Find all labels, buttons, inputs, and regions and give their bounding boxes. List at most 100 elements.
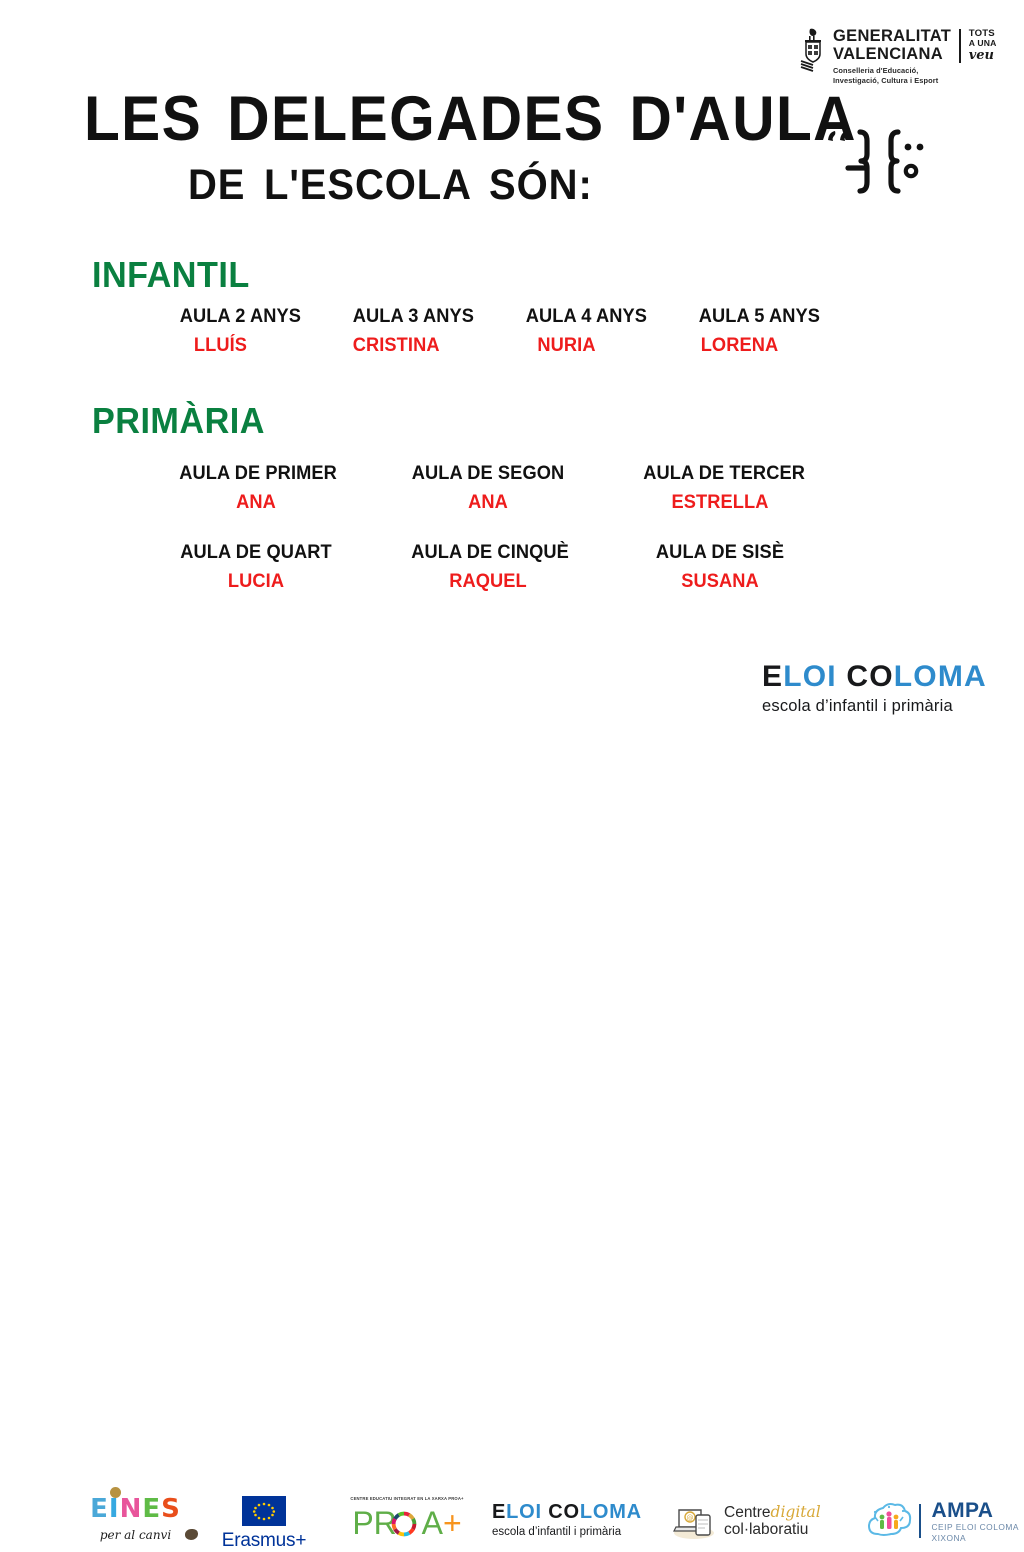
decorative-quote-brackets-icon	[828, 129, 924, 194]
eines-dot-icon	[110, 1487, 121, 1498]
delegate-name: NURIA	[537, 335, 596, 356]
eines-tagline-text: per al canvi	[99, 1528, 172, 1542]
generalitat-valenciana-logo: GENERALITAT VALENCIANA Conselleria d'Edu…	[800, 28, 997, 86]
eloi-footer-part3: CO	[541, 1501, 580, 1523]
centre-digital-line1: Centredigital	[724, 1504, 821, 1521]
gva-name-line1: GENERALITAT	[833, 27, 952, 45]
gva-divider	[959, 29, 961, 63]
gva-subtitle: Conselleria d'Educació, Investigació, Cu…	[833, 66, 951, 86]
class-label: AULA DE CINQUÈ	[411, 542, 569, 563]
delegate-name: CRISTINA	[352, 335, 440, 356]
school-logo-part4: LOMA	[893, 660, 987, 693]
class-cell: AULA DE SEGON ANA	[408, 463, 568, 514]
class-row-infantil: AULA 2 ANYS LLUÍS AULA 3 ANYS CRISTINA A…	[0, 306, 1024, 357]
eloi-footer-part4: LOMA	[579, 1501, 642, 1523]
eines-tagline: per al canvi	[78, 1528, 198, 1542]
sdg-wheel-icon	[391, 1511, 417, 1537]
eines-wordmark: EINES	[78, 1487, 193, 1524]
class-cell: AULA DE CINQUÈ RAQUEL	[408, 542, 569, 593]
digital-word: digital	[770, 1502, 821, 1521]
eloi-footer-wordmark: ELOI COLOMA	[492, 1502, 642, 1522]
gva-subtitle-line1: Conselleria d'Educació,	[833, 66, 919, 75]
class-label: AULA DE SISÈ	[655, 542, 785, 563]
delegate-name: LUCIA	[227, 571, 285, 592]
ampa-text-block: AMPA CEIP ELOI COLOMA XIXONA	[928, 1500, 1019, 1543]
gva-shield-icon	[800, 28, 821, 72]
proa-word-pre: PR	[352, 1505, 397, 1542]
class-label: AULA 3 ANYS	[352, 306, 475, 327]
logo-ampa: AMPA CEIP ELOI COLOMA XIXONA	[866, 1500, 1019, 1543]
class-label: AULA DE SEGON	[411, 463, 565, 484]
page-subtitle: DE L'ESCOLA SÓN:	[188, 161, 593, 209]
delegate-name: ANA	[468, 492, 508, 513]
class-cell: AULA 5 ANYS LORENA	[697, 306, 821, 357]
gva-names: GENERALITAT VALENCIANA Conselleria d'Edu…	[833, 28, 951, 86]
school-logo-wordmark: ELOI COLOMA	[762, 662, 987, 692]
page-title: LES DELEGADES D'AULA	[84, 84, 857, 154]
eines-letter-1: E	[90, 1494, 109, 1524]
proa-word-post: A	[421, 1505, 443, 1542]
logo-erasmus-plus: Erasmus+	[216, 1496, 312, 1552]
proa-top-text: CENTRE EDUCATIU INTEGRAT EN LA XARXA PRO…	[350, 1496, 464, 1501]
school-logo-part2: LOI	[783, 660, 837, 693]
erasmus-label: Erasmus+	[221, 1530, 307, 1551]
cloud-people-icon	[867, 1503, 912, 1537]
delegate-name: LLUÍS	[193, 335, 248, 356]
centre-word: Centre	[724, 1503, 771, 1521]
eines-letter-2: I	[108, 1494, 120, 1524]
logo-eines-per-al-canvi: EINES per al canvi	[78, 1487, 198, 1542]
tots-a-una-veu-mark: TOTS A UNA veu	[969, 28, 997, 63]
school-logo-part1: E	[762, 660, 784, 693]
class-label: AULA DE PRIMER	[179, 463, 337, 484]
class-cell: AULA 3 ANYS CRISTINA	[351, 306, 475, 357]
class-label: AULA DE QUART	[180, 542, 332, 563]
proa-plus: +	[443, 1505, 462, 1542]
centre-digital-text: Centredigital col·laboratiu	[724, 1504, 821, 1539]
logo-centre-digital: @ Centredigital col·laboratiu	[672, 1501, 821, 1541]
class-cell: AULA DE QUART LUCIA	[176, 542, 336, 593]
eloi-footer-part1: E	[492, 1501, 507, 1523]
eines-letter-3: N	[119, 1494, 143, 1524]
class-label: AULA DE TERCER	[643, 463, 805, 484]
eloi-footer-part2: LOI	[506, 1501, 542, 1523]
gva-text-block: GENERALITAT VALENCIANA Conselleria d'Edu…	[833, 28, 997, 86]
tots-line1: TOTS	[968, 28, 995, 39]
delegate-name: ANA	[236, 492, 276, 513]
svg-text:@: @	[687, 1514, 694, 1522]
section-heading-primaria: PRIMÀRIA	[92, 400, 265, 441]
footer-logo-strip: EINES per al canvi	[0, 744, 1024, 1551]
class-cell: AULA DE TERCER ESTRELLA	[640, 463, 805, 514]
class-row-primaria-2: AULA DE QUART LUCIA AULA DE CINQUÈ RAQUE…	[0, 542, 1024, 593]
class-row-primaria-1: AULA DE PRIMER ANA AULA DE SEGON ANA AUL…	[0, 463, 1024, 514]
ampa-divider	[919, 1504, 921, 1539]
delegate-name: SUSANA	[681, 571, 759, 592]
class-cell: AULA DE PRIMER ANA	[176, 463, 337, 514]
ampa-subtitle-2: XIXONA	[931, 1532, 967, 1543]
proa-wordmark: PROA+	[352, 1507, 461, 1539]
laptop-tablet-icon: @	[673, 1509, 714, 1539]
class-label: AULA 5 ANYS	[698, 306, 821, 327]
tots-line3: veu	[968, 48, 994, 64]
class-cell: AULA 4 ANYS NURIA	[524, 306, 648, 357]
gva-subtitle-line2: Investigació, Cultura i Esport	[833, 75, 939, 85]
section-heading-infantil: INFANTIL	[92, 254, 250, 295]
class-cell: AULA 2 ANYS LLUÍS	[178, 306, 302, 357]
gva-name-line2: VALENCIANA	[833, 44, 943, 63]
class-label: AULA 2 ANYS	[179, 306, 302, 327]
eu-stars-icon	[242, 1496, 286, 1526]
logo-proa-plus: CENTRE EDUCATIU INTEGRAT EN LA XARXA PRO…	[348, 1496, 466, 1539]
school-logo-part3: CO	[836, 660, 894, 693]
ampa-subtitle-1: CEIP ELOI COLOMA	[931, 1522, 1019, 1532]
school-logo-tagline: escola d’infantil i primària	[762, 697, 953, 715]
centre-digital-line2: col·laboratiu	[724, 1521, 809, 1538]
school-logo-eloi-coloma: ELOI COLOMA escola d’infantil i primària	[762, 662, 987, 716]
eu-flag-icon	[242, 1496, 286, 1526]
eines-blob-icon	[185, 1529, 198, 1540]
class-label: AULA 4 ANYS	[525, 306, 648, 327]
logo-eloi-coloma-footer: ELOI COLOMA escola d’infantil i primària	[492, 1502, 642, 1538]
ampa-title: AMPA	[931, 1499, 994, 1522]
tots-line2: A UNA	[968, 38, 997, 49]
eines-letter-4: E	[142, 1494, 162, 1524]
delegate-name: LORENA	[700, 335, 779, 356]
class-cell: AULA DE SISÈ SUSANA	[640, 542, 800, 593]
